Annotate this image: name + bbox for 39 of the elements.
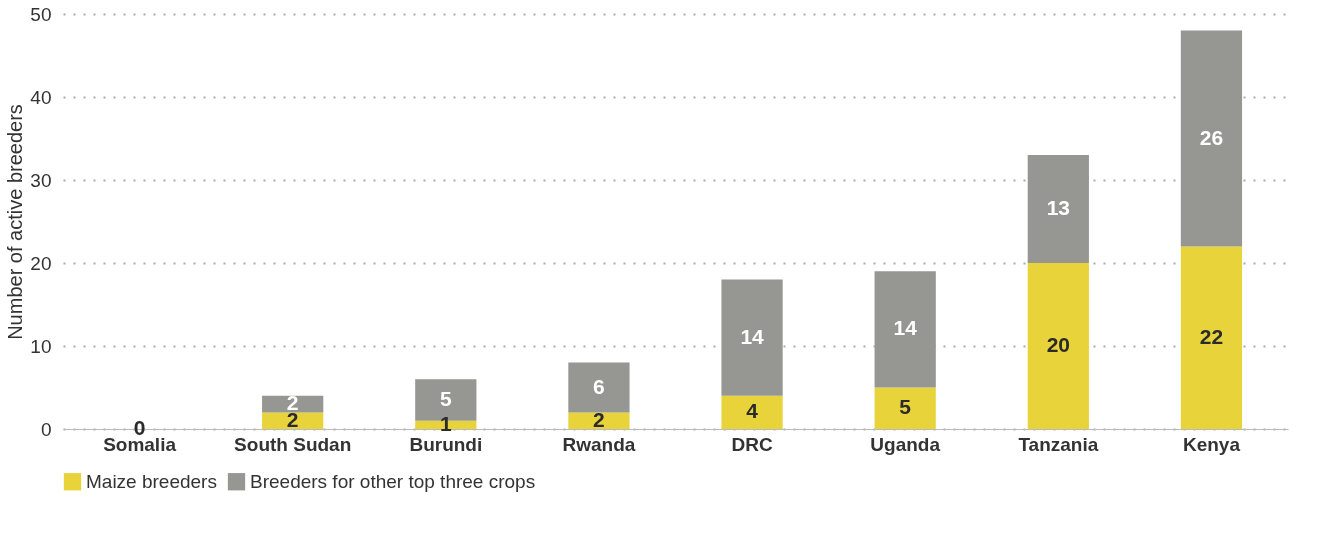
data-label: 13: [1046, 196, 1070, 220]
bar: [1027, 155, 1089, 263]
data-label: 14: [740, 324, 765, 348]
bar: [874, 271, 936, 388]
data-label: 5: [899, 395, 912, 419]
y-tick-label: 30: [30, 169, 52, 191]
y-tick-label: 0: [40, 418, 52, 440]
bar: [568, 412, 630, 429]
bar: [721, 395, 783, 429]
bar: [1180, 30, 1243, 247]
y-tick-label: 10: [30, 335, 52, 357]
x-tick-label: DRC: [731, 433, 773, 455]
legend-label: Maize breeders: [86, 470, 217, 492]
legend-label: Breeders for other top three crops: [250, 470, 536, 492]
bar: [262, 412, 324, 429]
y-axis-title: Number of active breeders: [4, 104, 27, 340]
x-tick-label: Rwanda: [562, 433, 636, 455]
y-tick-label: 50: [30, 3, 52, 25]
data-label: 20: [1046, 333, 1070, 356]
data-label: 14: [893, 316, 918, 340]
x-tick-label: Uganda: [870, 433, 941, 455]
bar: [1027, 263, 1089, 429]
y-tick-label: 20: [30, 252, 52, 274]
data-label: 6: [593, 374, 605, 398]
bar: [568, 362, 630, 413]
data-label: 4: [746, 399, 759, 423]
y-tick-label: 40: [30, 86, 52, 108]
bar: [874, 387, 936, 429]
data-label: 2: [593, 407, 605, 431]
bar: [721, 279, 783, 396]
data-label: 26: [1199, 125, 1224, 149]
x-tick-label: South Sudan: [234, 433, 352, 455]
bar: [1180, 246, 1243, 429]
x-tick-label: Tanzania: [1018, 433, 1099, 455]
x-tick-label: Burundi: [409, 433, 483, 455]
data-label: 22: [1199, 324, 1224, 348]
x-tick-label: Kenya: [1182, 433, 1241, 455]
data-label: 5: [439, 386, 452, 410]
data-label: 0: [133, 416, 146, 439]
